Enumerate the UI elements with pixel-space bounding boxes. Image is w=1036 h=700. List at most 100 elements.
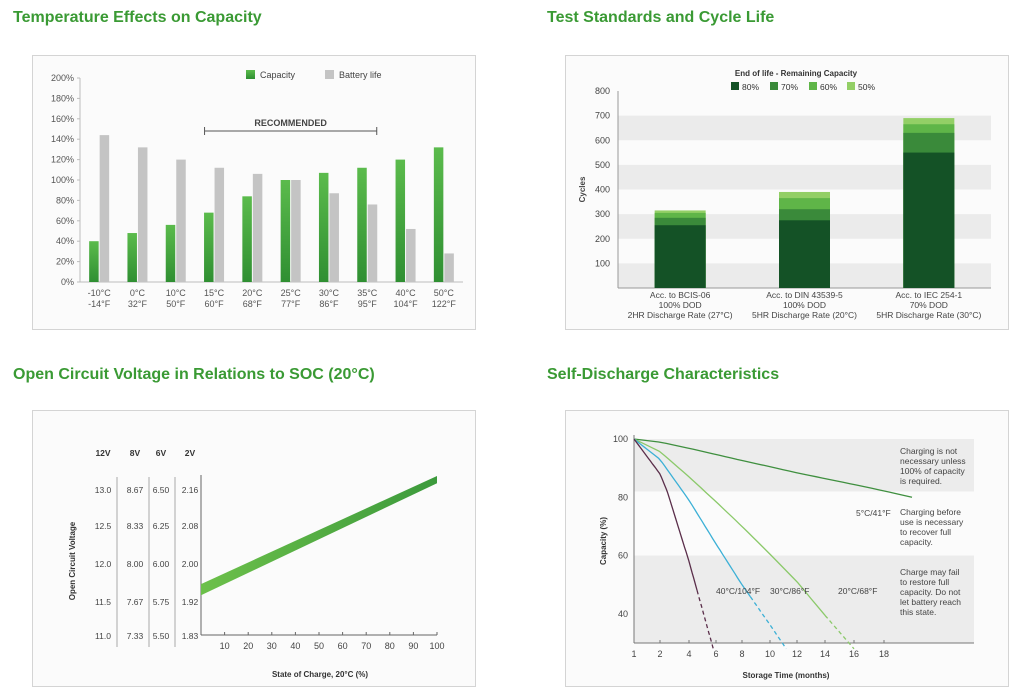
cycle-life-y-tick-label: 100 (595, 258, 610, 268)
temperature-chart-title: Temperature Effects on Capacity (13, 9, 262, 26)
self-discharge-x-tick-label: 18 (879, 649, 889, 659)
cycle-life-y-tick-label: 600 (595, 135, 610, 145)
self-discharge-curve (633, 438, 826, 616)
self-discharge-curve-dashed (824, 614, 855, 650)
self-discharge-note-line: let battery reach (900, 597, 961, 607)
cycle-life-legend-swatch (731, 82, 739, 90)
temperature-x-tick-label-celsius: 0°C (130, 288, 146, 298)
temperature-x-tick-label-fahrenheit: 32°F (128, 299, 148, 309)
temperature-y-tick-label: 0% (61, 277, 74, 287)
self-discharge-series-label: 20°C/68°F (838, 586, 877, 596)
self-discharge-zone-bottom (634, 555, 974, 643)
self-discharge-note-line: capacity. (900, 537, 933, 547)
temperature-x-tick-label-fahrenheit: -14°F (88, 299, 111, 309)
temperature-chart: 0% 20% 40% 60% 80% 100% 120% 140% 160% 180% 200% -1… (51, 70, 463, 309)
legend-battery-life-label: Battery life (339, 70, 382, 80)
self-discharge-note-line: Charging is not (900, 446, 958, 456)
ocv-x-tick-label: 80 (385, 641, 395, 651)
battery-life-bar (329, 193, 339, 282)
ocv-y-axis-label: Open Circuit Voltage (68, 521, 77, 600)
ocv-value-8V: 7.33 (127, 631, 144, 641)
cycle-life-legend-label: 50% (858, 82, 875, 92)
cycle-life-x-tick-label: Acc. to IEC 254-1 (896, 290, 963, 300)
temperature-y-tick-label: 80% (56, 195, 74, 205)
ocv-x-tick-label: 10 (220, 641, 230, 651)
cycle-life-legend-title: End of life - Remaining Capacity (735, 69, 858, 78)
ocv-chart: 10 20 30 40 50 60 70 80 90 100 12V 13.0 12.5 12.0 11.5… (68, 448, 445, 679)
ocv-value-6V: 6.25 (153, 521, 170, 531)
temperature-x-tick-label-celsius: 50°C (434, 288, 455, 298)
self-discharge-x-tick-label: 14 (820, 649, 830, 659)
temperature-x-tick-label-fahrenheit: 50°F (166, 299, 186, 309)
cycle-life-legend-label: 60% (820, 82, 837, 92)
ocv-value-12V: 13.0 (95, 485, 112, 495)
self-discharge-note-line: to recover full (900, 527, 951, 537)
temperature-y-tick-label: 20% (56, 257, 74, 267)
battery-life-bar (176, 159, 186, 282)
temperature-x-tick-label-celsius: 25°C (281, 288, 302, 298)
cycle-life-x-tick-label: Acc. to DIN 43539-5 (766, 290, 843, 300)
cycle-life-x-tick-label: Acc. to BCIS-06 (650, 290, 711, 300)
battery-life-bar (214, 167, 225, 282)
capacity-bar (165, 224, 176, 282)
cycle-life-x-tick-label: 70% DOD (910, 300, 948, 310)
temperature-x-tick-label-fahrenheit: 86°F (319, 299, 339, 309)
temperature-y-tick-label: 140% (51, 134, 74, 144)
cycle-life-y-tick-label: 300 (595, 209, 610, 219)
temperature-x-tick-label-fahrenheit: 104°F (393, 299, 418, 309)
ocv-value-12V: 11.0 (95, 631, 111, 641)
self-discharge-y-tick-label: 80 (618, 492, 628, 502)
self-discharge-x-tick-label: 2 (657, 649, 662, 659)
temperature-y-tick-label: 200% (51, 73, 74, 83)
temperature-x-tick-label-celsius: 15°C (204, 288, 225, 298)
temperature-y-tick-label: 40% (56, 236, 74, 246)
self-discharge-curve (633, 438, 751, 598)
self-discharge-x-tick-label: 12 (792, 649, 802, 659)
ocv-column-header-6V: 6V (156, 448, 167, 458)
self-discharge-note-line: to restore full (900, 577, 949, 587)
temperature-y-tick-label: 160% (51, 114, 74, 124)
cycle-life-x-tick-label: 100% DOD (783, 300, 826, 310)
ocv-value-8V: 8.33 (127, 521, 144, 531)
self-discharge-x-axis-label: Storage Time (months) (743, 671, 830, 680)
self-discharge-note-line: is required. (900, 476, 942, 486)
ocv-value-2V: 2.08 (182, 521, 199, 531)
self-discharge-note-line: capacity. Do not (900, 587, 961, 597)
temperature-x-tick-label-fahrenheit: 77°F (281, 299, 301, 309)
cycle-life-bar-segment-80pct (779, 220, 830, 288)
self-discharge-series-label: 30°C/86°F (770, 586, 809, 596)
ocv-chart-panel: 10 20 30 40 50 60 70 80 90 100 12V 13.0 12.5 12.0 11.5… (32, 410, 476, 687)
ocv-column-header-8V: 8V (130, 448, 141, 458)
temperature-y-tick-label: 180% (51, 93, 74, 103)
ocv-column-header-2V: 2V (185, 448, 196, 458)
capacity-bar (357, 167, 367, 282)
ocv-value-12V: 12.0 (95, 559, 112, 569)
battery-life-bar (367, 204, 378, 282)
ocv-x-tick-label: 100 (429, 641, 444, 651)
ocv-value-8V: 8.00 (127, 559, 144, 569)
temperature-x-tick-label-celsius: 35°C (357, 288, 378, 298)
legend-capacity-swatch (246, 70, 255, 79)
capacity-bar (433, 147, 444, 282)
ocv-x-tick-label: 90 (408, 641, 418, 651)
capacity-bar (395, 159, 406, 282)
ocv-value-8V: 8.67 (127, 485, 144, 495)
ocv-chart-title: Open Circuit Voltage in Relations to SOC… (13, 366, 375, 383)
cycle-life-legend-swatch (847, 82, 855, 90)
temperature-x-tick-label-celsius: 30°C (319, 288, 340, 298)
cycle-life-bar-segment-80pct (903, 152, 955, 288)
ocv-voltage-band (201, 475, 437, 596)
self-discharge-chart-title: Self-Discharge Characteristics (547, 366, 780, 383)
temperature-x-tick-label-celsius: -10°C (88, 288, 112, 298)
temperature-x-tick-label-celsius: 20°C (242, 288, 263, 298)
capacity-bar (127, 233, 137, 282)
temperature-y-tick-label: 120% (51, 155, 74, 165)
self-discharge-x-tick-label: 4 (686, 649, 691, 659)
self-discharge-note-line: use is necessary (900, 517, 964, 527)
cycle-life-x-tick-label: 5HR Discharge Rate (30°C) (876, 310, 981, 320)
self-discharge-curve (633, 438, 698, 591)
cycle-life-chart-panel: 100 200 300 400 500 600 700 800 Cycles Acc. to BC… (565, 55, 1009, 330)
cycle-life-chart-title: Test Standards and Cycle Life (547, 9, 775, 26)
battery-life-bar (406, 228, 416, 282)
